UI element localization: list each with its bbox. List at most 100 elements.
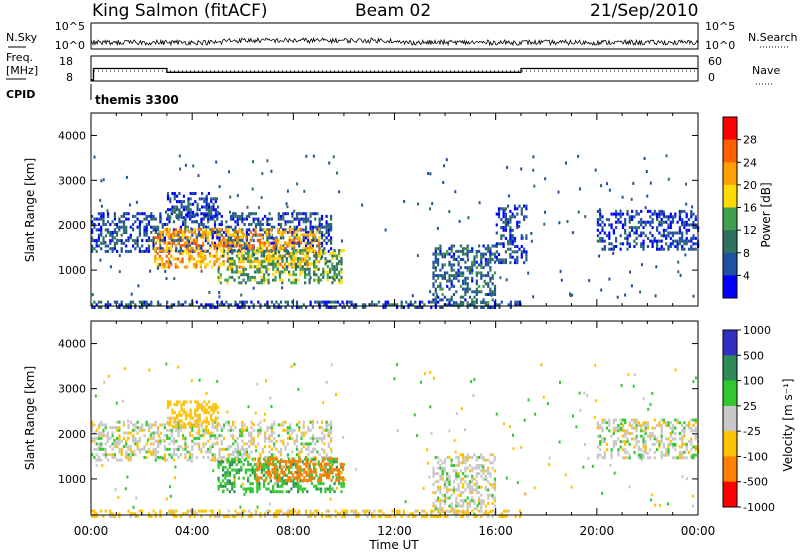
heatmap-cell — [152, 447, 155, 451]
heatmap-cell — [615, 440, 618, 444]
heatmap-cell — [338, 249, 341, 252]
heatmap-cell — [118, 239, 121, 243]
heatmap-cell — [91, 423, 94, 427]
heatmap-cell — [166, 223, 169, 226]
heatmap-cell — [490, 293, 493, 297]
heatmap-cell — [434, 480, 437, 484]
heatmap-cell — [478, 244, 481, 248]
heatmap-cell — [333, 254, 336, 258]
heatmap-cell — [318, 453, 321, 457]
heatmap-cell — [218, 434, 221, 438]
heatmap-cell — [223, 303, 226, 307]
heatmap-cell — [129, 249, 132, 253]
heatmap-cell — [245, 426, 248, 430]
heatmap-cell — [635, 242, 638, 246]
heatmap-cell — [434, 298, 437, 302]
heatmap-cell — [328, 462, 331, 466]
heatmap-cell — [109, 515, 112, 518]
heatmap-cell — [308, 471, 311, 475]
heatmap-cell — [264, 478, 267, 482]
heatmap-cell — [475, 279, 478, 283]
heatmap-cell — [325, 426, 328, 430]
heatmap-cell — [163, 445, 166, 449]
heatmap-cell — [250, 442, 253, 446]
heatmap-cell — [236, 436, 239, 440]
heatmap-cell — [509, 234, 512, 238]
heatmap-cell — [132, 436, 135, 440]
heatmap-cell — [266, 470, 269, 474]
heatmap-cell — [95, 442, 98, 446]
heatmap-cell — [194, 419, 197, 423]
heatmap-cell — [642, 245, 645, 248]
heatmap-cell — [366, 509, 369, 513]
heatmap-cell — [217, 411, 220, 415]
heatmap-cell — [259, 515, 262, 518]
heatmap-cell — [116, 300, 119, 304]
heatmap-cell — [635, 236, 638, 240]
heatmap-cell — [678, 215, 681, 219]
heatmap-cell — [450, 247, 453, 251]
heatmap-cell — [284, 512, 287, 516]
heatmap-cell — [211, 458, 214, 462]
heatmap-cell — [159, 439, 162, 443]
heatmap-cell — [197, 174, 200, 178]
heatmap-cell — [241, 447, 244, 451]
heatmap-cell — [487, 458, 490, 462]
heatmap-cell — [466, 303, 469, 307]
heatmap-cell — [298, 512, 301, 516]
heatmap-cell — [316, 228, 319, 232]
heatmap-cell — [200, 447, 203, 451]
heatmap-cell — [309, 212, 312, 216]
heatmap-cell — [341, 462, 345, 466]
heatmap-cell — [671, 456, 675, 460]
heatmap-cell — [599, 453, 602, 457]
heatmap-cell — [464, 510, 467, 513]
heatmap-cell — [294, 465, 298, 469]
heatmap-cell — [220, 244, 223, 248]
heatmap-cell — [331, 463, 334, 467]
heatmap-cell — [316, 439, 319, 443]
heatmap-cell — [218, 244, 221, 248]
heatmap-cell — [649, 432, 652, 435]
heatmap-cell — [316, 225, 319, 229]
heatmap-cell — [157, 426, 160, 430]
heatmap-cell — [674, 426, 677, 430]
heatmap-cell — [150, 442, 153, 446]
heatmap-cell — [266, 228, 269, 232]
heatmap-cell — [649, 231, 652, 235]
heatmap-cell — [172, 239, 176, 243]
heatmap-cell — [241, 445, 244, 449]
heatmap-cell — [172, 228, 176, 232]
heatmap-cell — [608, 188, 611, 192]
heatmap-cell — [466, 485, 469, 489]
heatmap-cell — [459, 461, 462, 465]
heatmap-cell — [678, 421, 681, 425]
heatmap-cell — [291, 460, 294, 463]
heatmap-cell — [324, 251, 327, 255]
heatmap-cell — [322, 270, 325, 274]
heatmap-cell — [285, 202, 288, 206]
heatmap-cell — [249, 246, 252, 250]
heatmap-cell — [156, 252, 159, 256]
heatmap-cell — [234, 509, 237, 513]
heatmap-cell — [307, 473, 310, 477]
heatmap-cell — [294, 460, 297, 463]
heatmap-cell — [202, 509, 205, 513]
heatmap-cell — [284, 306, 287, 309]
heatmap-cell — [180, 216, 183, 220]
heatmap-cell — [281, 257, 284, 261]
heatmap-cell — [177, 445, 180, 449]
heatmap-cell — [166, 403, 170, 407]
heatmap-cell — [681, 247, 684, 251]
heatmap-cell — [502, 245, 505, 248]
heatmap-cell — [180, 408, 183, 412]
heatmap-cell — [468, 455, 472, 459]
heatmap-cell — [640, 220, 643, 224]
heatmap-cell — [218, 257, 221, 261]
heatmap-cell — [190, 257, 193, 261]
heatmap-cell — [649, 434, 652, 438]
heatmap-cell — [635, 426, 638, 430]
heatmap-cell — [493, 512, 497, 516]
heatmap-cell — [475, 455, 478, 459]
heatmap-cell — [295, 262, 298, 266]
